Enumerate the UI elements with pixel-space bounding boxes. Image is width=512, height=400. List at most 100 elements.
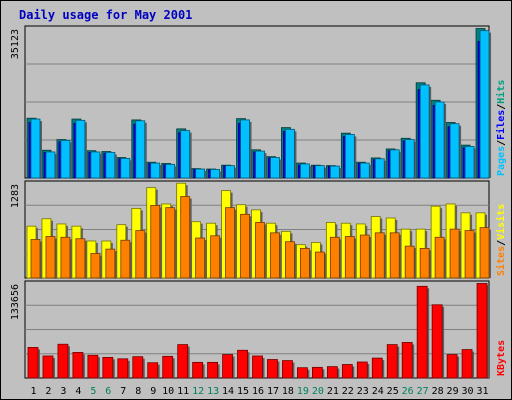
bar-sites-day-18 (285, 241, 295, 279)
x-tick-label-day-5: 5 (90, 386, 96, 397)
bar-kbytes-day-13 (207, 361, 219, 379)
bar-kbytes-day-1 (27, 347, 39, 379)
bar-sites-day-15 (240, 213, 250, 279)
bar-kbytes-day-2 (42, 355, 54, 379)
bar-kbytes-day-12 (192, 361, 204, 379)
bar-pages-day-9 (150, 162, 161, 179)
bar-sites-day-13 (210, 235, 221, 279)
bar-kbytes-day-23 (356, 361, 368, 379)
legend-kbytes: KBytes (496, 340, 507, 376)
bar-sites-day-25 (389, 232, 400, 279)
bar-kbytes-day-11 (177, 344, 189, 379)
legend-entry: Hits (495, 80, 507, 104)
bar-kbytes-day-30 (461, 349, 473, 379)
legend-entry: KBytes (496, 340, 507, 376)
bar-kbytes-day-24 (371, 357, 383, 379)
x-tick-label-day-31: 31 (476, 386, 488, 397)
bar-sites-day-14 (225, 207, 235, 279)
x-tick-label-day-2: 2 (45, 386, 51, 397)
x-tick-label-day-19: 19 (297, 386, 309, 397)
x-tick-label-day-12: 12 (192, 386, 204, 397)
x-tick-label-day-16: 16 (252, 386, 264, 397)
x-tick-label-day-14: 14 (222, 386, 234, 397)
bar-pages-day-6 (105, 151, 116, 179)
bar-sites-day-8 (135, 230, 146, 279)
bar-kbytes-day-15 (237, 349, 248, 379)
bar-sites-day-23 (359, 234, 370, 279)
bar-kbytes-day-25 (386, 344, 398, 379)
x-tick-label-day-15: 15 (237, 386, 249, 397)
bar-pages-day-16 (255, 150, 265, 179)
bar-pages-day-29 (449, 123, 460, 179)
bar-sites-day-22 (344, 236, 355, 279)
legend-visits-sites: Sites/Visits (495, 204, 507, 276)
bar-sites-day-2 (45, 236, 56, 279)
bar-sites-day-20 (314, 251, 325, 279)
x-tick-label-day-17: 17 (267, 386, 279, 397)
bar-kbytes-day-18 (282, 360, 293, 379)
x-tick-label-day-7: 7 (120, 386, 126, 397)
x-tick-label-day-10: 10 (162, 386, 174, 397)
x-tick-label-day-30: 30 (462, 386, 474, 397)
bar-sites-day-28 (434, 236, 445, 279)
bar-sites-day-27 (419, 247, 430, 279)
x-tick-label-day-24: 24 (372, 386, 384, 397)
x-tick-label-day-9: 9 (150, 386, 156, 397)
bar-kbytes-day-17 (267, 359, 278, 379)
bar-sites-day-6 (105, 248, 116, 279)
x-tick-label-day-25: 25 (387, 386, 399, 397)
bar-sites-day-10 (165, 207, 176, 279)
bar-kbytes-day-3 (57, 343, 69, 379)
bar-kbytes-day-16 (252, 355, 263, 379)
legend-hits-files-pages: Pages/Files/Hits (495, 80, 507, 176)
bar-kbytes-day-26 (401, 342, 413, 379)
bar-sites-day-16 (255, 222, 265, 279)
bar-pages-day-24 (374, 158, 385, 179)
bar-pages-day-25 (389, 149, 400, 179)
bar-pages-day-23 (359, 162, 370, 179)
bar-kbytes-day-22 (341, 364, 353, 379)
bar-pages-day-26 (404, 139, 415, 179)
x-tick-label-day-22: 22 (342, 386, 354, 397)
bar-sites-day-29 (449, 228, 460, 279)
x-tick-label-day-28: 28 (432, 386, 444, 397)
bar-sites-day-9 (150, 205, 161, 279)
bar-pages-day-31 (479, 30, 490, 179)
bar-pages-day-19 (300, 163, 310, 179)
x-tick-label-day-29: 29 (447, 386, 459, 397)
legend-entry: / (496, 240, 507, 246)
bar-kbytes-day-5 (87, 354, 99, 379)
bar-sites-day-31 (479, 227, 490, 279)
bar-pages-day-28 (434, 101, 445, 179)
bar-pages-day-18 (285, 128, 295, 179)
bar-pages-day-14 (225, 165, 235, 179)
bar-sites-day-24 (374, 232, 385, 279)
y-max-label-hits-files-pages: 35123 (10, 29, 21, 59)
legend-entry: Pages (496, 146, 507, 176)
x-tick-label-day-1: 1 (30, 386, 36, 397)
bar-pages-day-1 (30, 118, 41, 179)
x-tick-label-day-6: 6 (105, 386, 111, 397)
bar-pages-day-12 (195, 168, 206, 179)
bar-pages-day-3 (60, 140, 71, 179)
legend-entry: Visits (495, 204, 507, 240)
bar-sites-day-3 (60, 236, 71, 279)
bar-pages-day-2 (45, 151, 56, 179)
bar-sites-day-17 (270, 232, 280, 279)
bar-sites-day-21 (329, 236, 340, 279)
bar-sites-day-11 (180, 196, 191, 279)
bar-pages-day-15 (240, 119, 250, 179)
x-tick-label-day-4: 4 (75, 386, 81, 397)
bar-pages-day-17 (270, 157, 280, 179)
x-tick-label-day-27: 27 (417, 386, 429, 397)
x-tick-label-day-13: 13 (207, 386, 219, 397)
bar-pages-day-30 (464, 145, 475, 179)
bar-pages-day-27 (419, 84, 430, 179)
bar-pages-day-11 (180, 130, 191, 179)
bar-sites-day-30 (464, 230, 475, 279)
bar-kbytes-day-29 (446, 354, 458, 379)
x-tick-label-day-3: 3 (60, 386, 66, 397)
legend-entry: / (496, 140, 507, 146)
